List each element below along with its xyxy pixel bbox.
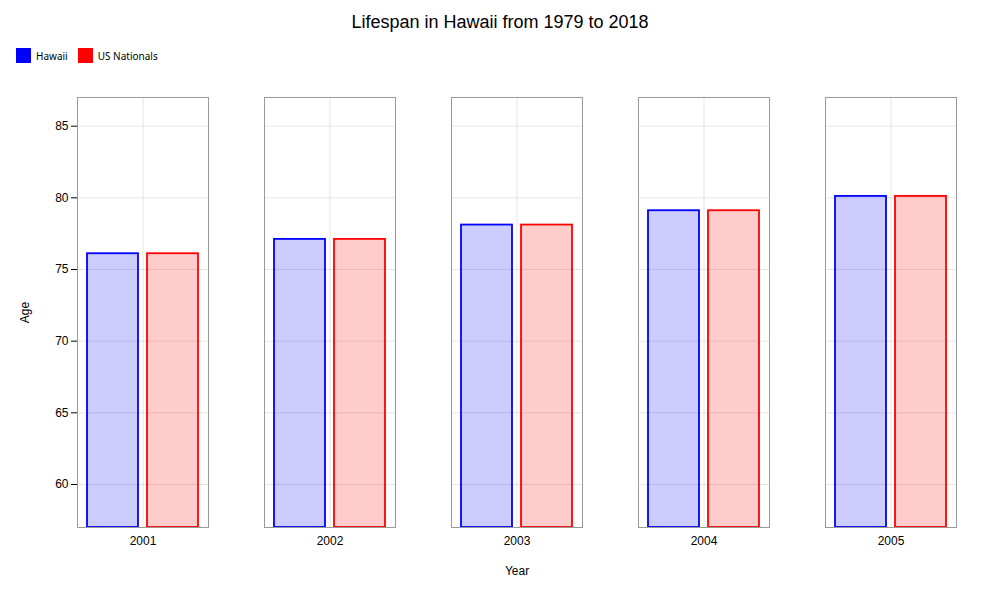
html-text:US Nationals: US Nationals xyxy=(97,48,158,63)
svg-text:2005: 2005 xyxy=(878,534,905,548)
svg-text:Age: Age xyxy=(18,302,32,324)
svg-text:2003: 2003 xyxy=(504,534,531,548)
svg-text:65: 65 xyxy=(55,406,69,420)
html-text:Lifespan in Hawaii from 1979 t: Lifespan in Hawaii from 1979 to 2018 xyxy=(351,12,649,32)
svg-text:2004: 2004 xyxy=(691,534,718,548)
svg-text:Year: Year xyxy=(505,564,529,578)
svg-text:60: 60 xyxy=(55,477,69,491)
svg-text:85: 85 xyxy=(55,119,69,133)
svg-text:75: 75 xyxy=(55,262,69,276)
svg-text:2001: 2001 xyxy=(130,534,157,548)
svg-text:2002: 2002 xyxy=(317,534,344,548)
svg-text:70: 70 xyxy=(55,334,69,348)
svg-text:80: 80 xyxy=(55,191,69,205)
html-text:Hawaii: Hawaii xyxy=(36,48,68,63)
